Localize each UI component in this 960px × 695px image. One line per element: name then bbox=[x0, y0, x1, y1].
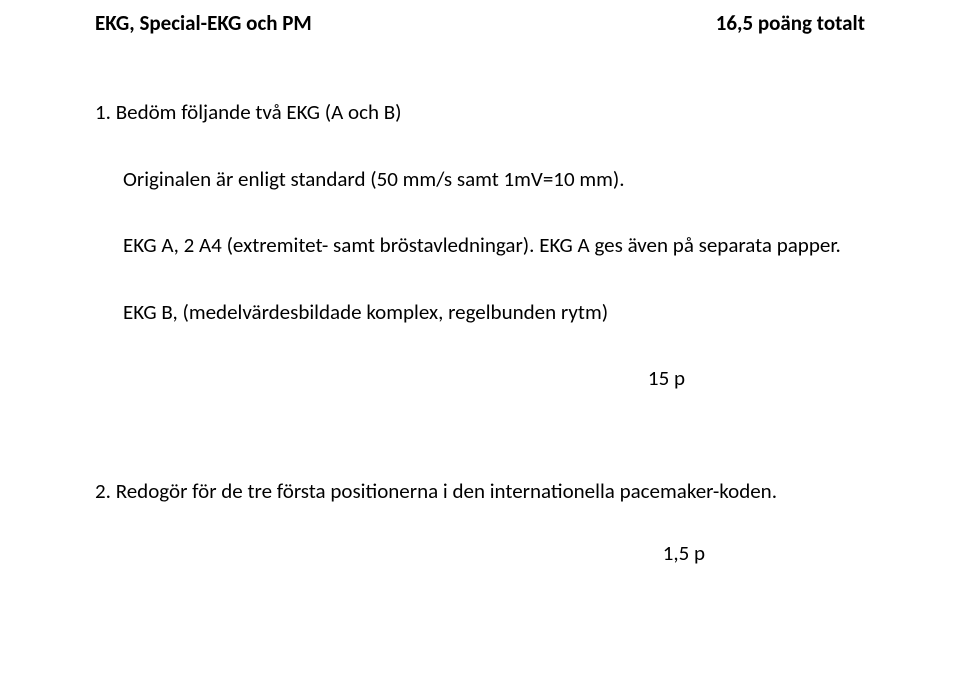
q2-score: 1,5 p bbox=[95, 537, 865, 570]
q1-line-ekg-a: EKG A, 2 A4 (extremitet- samt bröstavled… bbox=[123, 229, 865, 262]
question-2: 2. Redogör för de tre första positionern… bbox=[95, 475, 865, 570]
header-points-right: 16,5 poäng totalt bbox=[716, 10, 865, 36]
q1-score: 15 p bbox=[95, 362, 865, 395]
q1-line-ekg-b: EKG B, (medelvärdesbildade komplex, rege… bbox=[123, 296, 865, 329]
q1-body: Originalen är enligt standard (50 mm/s s… bbox=[95, 163, 865, 329]
q1-line-standard: Originalen är enligt standard (50 mm/s s… bbox=[123, 163, 865, 196]
document-page: EKG, Special-EKG och PM 16,5 poäng total… bbox=[0, 0, 960, 695]
question-1: 1. Bedöm följande två EKG (A och B) Orig… bbox=[95, 96, 865, 395]
header-title-left: EKG, Special-EKG och PM bbox=[95, 10, 312, 36]
page-header: EKG, Special-EKG och PM 16,5 poäng total… bbox=[95, 10, 865, 36]
q1-intro: 1. Bedöm följande två EKG (A och B) bbox=[95, 96, 865, 129]
q2-text: 2. Redogör för de tre första positionern… bbox=[95, 475, 865, 508]
